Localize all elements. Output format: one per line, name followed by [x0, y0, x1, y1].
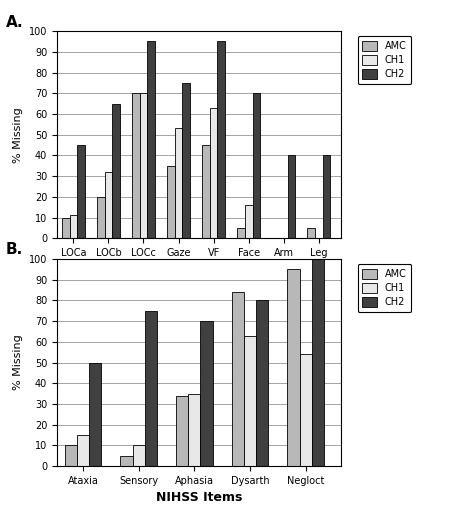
Bar	[323, 155, 330, 238]
Bar	[176, 396, 188, 466]
Bar	[201, 321, 213, 466]
Legend: AMC, CH1, CH2: AMC, CH1, CH2	[357, 36, 411, 84]
Bar	[237, 228, 245, 238]
Bar	[300, 354, 312, 466]
Bar	[132, 93, 140, 238]
Bar	[312, 259, 324, 466]
Text: A.: A.	[6, 15, 23, 30]
Bar	[89, 363, 101, 466]
Bar	[218, 41, 225, 238]
Bar	[245, 205, 253, 238]
Bar	[307, 228, 315, 238]
Bar	[112, 104, 120, 238]
Bar	[70, 215, 77, 238]
Bar	[253, 93, 260, 238]
Bar	[62, 218, 70, 238]
Bar	[287, 269, 300, 466]
Bar	[202, 145, 210, 238]
Bar	[64, 445, 77, 466]
Bar	[244, 336, 256, 466]
Bar	[105, 172, 112, 238]
Legend: AMC, CH1, CH2: AMC, CH1, CH2	[357, 264, 411, 312]
Bar	[288, 155, 295, 238]
Bar	[210, 108, 218, 238]
X-axis label: NIHSS Items: NIHSS Items	[156, 492, 242, 505]
Bar	[77, 145, 85, 238]
Bar	[188, 394, 201, 466]
Bar	[120, 456, 133, 466]
Bar	[175, 128, 182, 238]
Bar	[133, 445, 145, 466]
Bar	[147, 41, 155, 238]
Bar	[97, 197, 105, 238]
Bar	[182, 83, 190, 238]
Bar	[232, 292, 244, 466]
Bar	[167, 166, 175, 238]
Bar	[77, 435, 89, 466]
Text: B.: B.	[6, 242, 23, 257]
Y-axis label: % Missing: % Missing	[13, 335, 23, 391]
Bar	[140, 93, 147, 238]
Bar	[145, 311, 157, 466]
Y-axis label: % Missing: % Missing	[13, 107, 23, 163]
Bar	[256, 300, 268, 466]
